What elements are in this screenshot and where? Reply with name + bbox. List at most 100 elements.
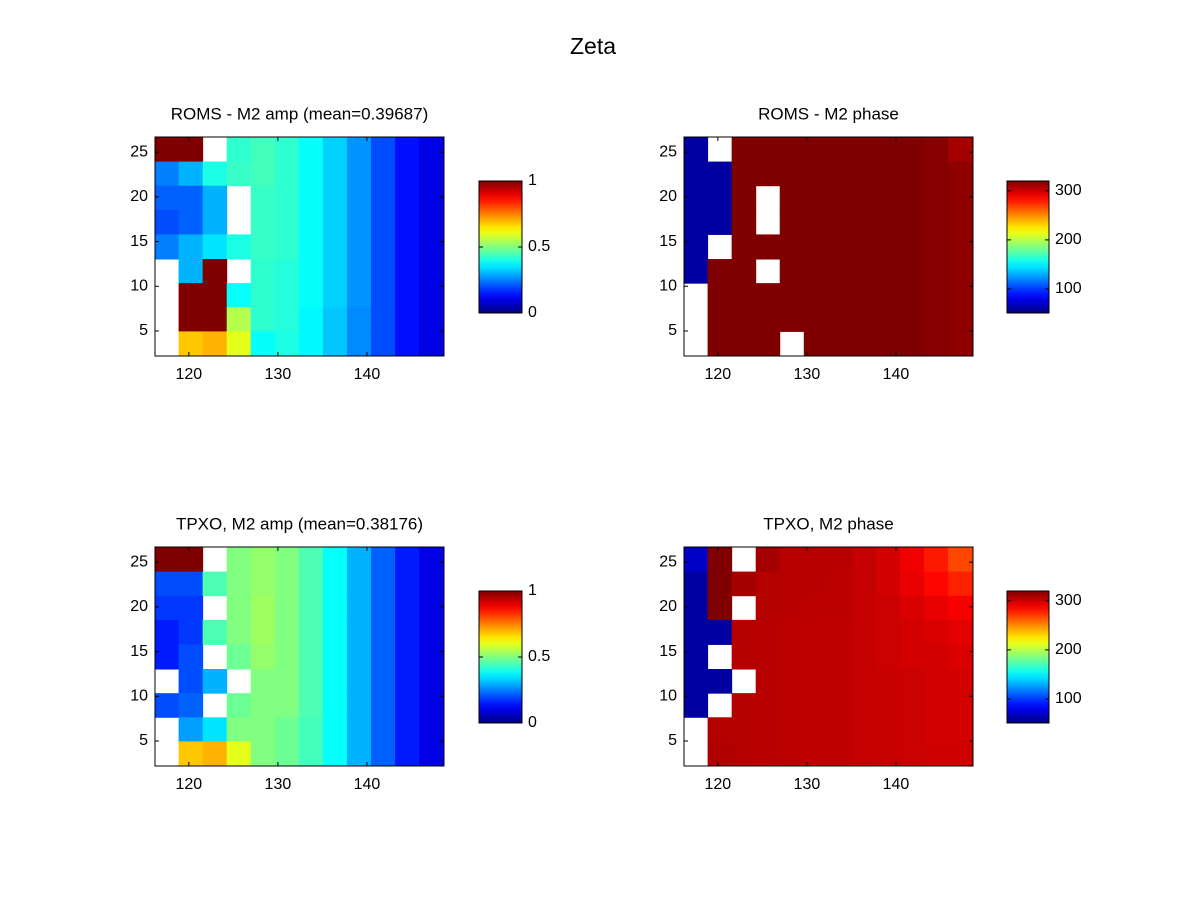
heat-cell [298, 331, 324, 356]
heat-cell [322, 331, 348, 356]
heat-cell [346, 595, 372, 621]
heat-cell [370, 283, 396, 308]
heat-cell [899, 571, 925, 597]
heat-cell [419, 185, 444, 211]
heat-cell [322, 741, 348, 766]
heat-cell [274, 137, 300, 163]
heat-cell [803, 137, 829, 163]
heat-cell [755, 571, 781, 597]
colorbar-tick-label: 100 [1055, 690, 1082, 707]
heat-cell [899, 595, 925, 621]
heat-cell [370, 717, 396, 742]
heat-cell [178, 717, 204, 742]
heat-cell [684, 259, 709, 284]
heat-cell [346, 209, 372, 235]
heat-cell [707, 331, 733, 356]
heat-cell [178, 209, 204, 235]
heat-cell [202, 307, 228, 332]
axes-frame [154, 546, 445, 767]
heat-cell [731, 185, 757, 211]
heat-cell [298, 234, 324, 260]
heat-cell [155, 547, 180, 573]
heat-cell [370, 595, 396, 621]
heat-cell [707, 571, 733, 597]
y-tick-label: 5 [668, 732, 677, 749]
heat-cell [298, 741, 324, 766]
heat-cell [779, 717, 805, 742]
heat-cell [803, 717, 829, 742]
heat-cell [731, 283, 757, 308]
heat-cell [322, 259, 348, 284]
heat-cell [178, 234, 204, 260]
heat-cell [178, 547, 204, 573]
heat-cell [274, 619, 300, 645]
heat-cell [178, 161, 204, 187]
y-tick-label: 25 [130, 143, 148, 160]
heat-cell [419, 741, 444, 766]
heat-cell [779, 693, 805, 718]
heat-cell [178, 137, 204, 163]
y-tick-label: 15 [130, 233, 148, 250]
heat-cell [948, 619, 973, 645]
x-tick-label: 130 [265, 366, 292, 383]
heat-cell [298, 619, 324, 645]
heat-cell [395, 595, 420, 621]
heat-cell [875, 595, 901, 621]
heat-cell [755, 669, 781, 694]
heat-cell [419, 669, 444, 694]
heat-cell [803, 619, 829, 645]
heat-cell [395, 571, 420, 597]
heat-cell [948, 137, 973, 163]
heat-cell [419, 137, 444, 163]
heat-cell [779, 669, 805, 694]
heat-cell [346, 644, 372, 670]
heat-cell [755, 547, 781, 573]
heat-cell [899, 547, 925, 573]
heat-cell [779, 137, 805, 163]
heat-cell [875, 259, 901, 284]
heat-cell [395, 741, 420, 766]
heat-cell [250, 669, 276, 694]
heat-cell [684, 234, 709, 260]
heat-cell [924, 741, 949, 766]
heat-cell [875, 234, 901, 260]
heat-cell [395, 669, 420, 694]
heat-cell [924, 307, 949, 332]
heat-cell [346, 137, 372, 163]
heat-cell [731, 619, 757, 645]
heat-cell [346, 741, 372, 766]
heatmap [684, 547, 973, 766]
heat-cell [370, 185, 396, 211]
heat-cell [755, 161, 781, 187]
heat-cell [250, 693, 276, 718]
heat-cell [250, 547, 276, 573]
heat-cell [803, 234, 829, 260]
heat-cell [226, 283, 252, 308]
heat-cell [370, 209, 396, 235]
colorbar-tick-label: 300 [1055, 592, 1082, 609]
heat-cell [298, 137, 324, 163]
heat-cell [948, 693, 973, 718]
x-tick-label: 120 [704, 366, 731, 383]
heat-cell [803, 741, 829, 766]
heat-cell [948, 717, 973, 742]
heat-cell [370, 741, 396, 766]
heat-cell [707, 161, 733, 187]
heat-cell [924, 259, 949, 284]
heat-cell [827, 547, 853, 573]
heat-cell [755, 693, 781, 718]
heat-cell [948, 547, 973, 573]
heat-cell [731, 571, 757, 597]
heat-cell [250, 595, 276, 621]
heat-cell [226, 547, 252, 573]
heat-cell [370, 669, 396, 694]
heat-cell [274, 283, 300, 308]
heat-cell [924, 571, 949, 597]
y-tick-label: 10 [659, 277, 677, 294]
heat-cell [178, 644, 204, 670]
heat-cell [226, 161, 252, 187]
heat-cell [395, 644, 420, 670]
heat-cell [924, 669, 949, 694]
x-tick-label: 140 [354, 776, 381, 793]
heat-cell [684, 185, 709, 211]
